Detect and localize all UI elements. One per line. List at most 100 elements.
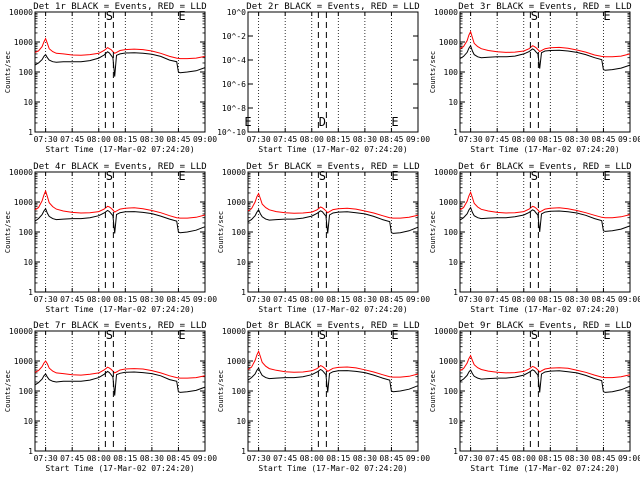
x-tick-label: 08:15 — [113, 295, 137, 304]
detector-panel: Det 5r BLACK = Events, RED = LLD 07:30 07:… — [217, 162, 430, 314]
x-tick-label: 07:30 — [459, 454, 483, 463]
x-tick-label: 08:15 — [538, 295, 562, 304]
events-series-line — [459, 369, 631, 393]
panel-title: Det 1r BLACK = Events, RED = LLD — [33, 2, 206, 12]
x-tick-label: 09:00 — [193, 135, 217, 144]
y-tick-label: 1 — [453, 128, 458, 137]
marker-label: E — [603, 169, 610, 183]
x-tick-label: 08:15 — [326, 135, 350, 144]
x-tick-label: 08:30 — [565, 135, 589, 144]
x-tick-label: 07:30 — [34, 135, 58, 144]
marker-label: E — [391, 328, 398, 342]
x-tick-label: 07:45 — [273, 454, 297, 463]
y-axis-label: Counts/sec — [217, 370, 225, 412]
x-tick-label: 08:45 — [166, 295, 190, 304]
y-tick-label: 10^0 — [227, 8, 246, 17]
panel-title: Det 5r BLACK = Events, RED = LLD — [246, 162, 419, 172]
y-tick-label: 100 — [19, 228, 34, 237]
panel-title: Det 4r BLACK = Events, RED = LLD — [33, 162, 206, 172]
x-tick-label: 07:45 — [485, 135, 509, 144]
panel-title: Det 3r BLACK = Events, RED = LLD — [458, 2, 631, 12]
y-tick-label: 10 — [448, 417, 458, 426]
y-axis-label: Counts/sec — [4, 51, 12, 93]
y-tick-label: 1000 — [14, 198, 33, 207]
x-tick-label: 08:45 — [591, 295, 615, 304]
y-tick-label: 1000 — [439, 357, 458, 366]
lld-series-line — [459, 354, 631, 379]
lld-series-line — [459, 190, 631, 219]
y-tick-label: 10000 — [222, 168, 246, 177]
x-tick-label: 08:30 — [565, 295, 589, 304]
panel-title: Det 7r BLACK = Events, RED = LLD — [33, 321, 206, 331]
x-tick-label: 09:00 — [406, 295, 430, 304]
x-tick-label: 07:45 — [60, 295, 84, 304]
y-tick-label: 10 — [448, 98, 458, 107]
events-series-line — [34, 207, 206, 234]
x-tick-label: 09:00 — [618, 295, 640, 304]
x-axis-label: Start Time (17-Mar-02 07:24:20) — [45, 305, 194, 314]
x-tick-label: 08:00 — [512, 295, 536, 304]
marker-label: E — [244, 115, 251, 129]
x-tick-label: 08:15 — [326, 295, 350, 304]
x-tick-label: 07:45 — [60, 135, 84, 144]
y-tick-label: 1000 — [14, 357, 33, 366]
panel-title: Det 6r BLACK = Events, RED = LLD — [458, 162, 631, 172]
x-axis-label: Start Time (17-Mar-02 07:24:20) — [258, 145, 407, 154]
events-series-line — [459, 206, 631, 233]
x-tick-label: 09:00 — [618, 135, 640, 144]
x-tick-label: 08:00 — [87, 454, 111, 463]
x-axis-label: Start Time (17-Mar-02 07:24:20) — [470, 145, 619, 154]
lld-series-line — [459, 30, 631, 58]
x-axis-label: Start Time (17-Mar-02 07:24:20) — [45, 464, 194, 473]
x-tick-label: 08:30 — [140, 454, 164, 463]
x-tick-label: 08:00 — [87, 135, 111, 144]
x-tick-label: 09:00 — [618, 454, 640, 463]
lld-series-line — [34, 360, 206, 379]
panel-title: Det 8r BLACK = Events, RED = LLD — [246, 321, 419, 331]
marker-label: S — [106, 328, 113, 342]
y-tick-label: 10000 — [9, 8, 33, 17]
y-tick-label: 1000 — [439, 198, 458, 207]
y-axis-label: Counts/sec — [429, 211, 437, 253]
x-tick-label: 08:30 — [353, 135, 377, 144]
y-tick-label: 1000 — [14, 38, 33, 47]
y-tick-label: 100 — [19, 387, 34, 396]
y-tick-label: 10 — [236, 258, 246, 267]
x-tick-label: 08:30 — [353, 295, 377, 304]
marker-label: S — [106, 169, 113, 183]
y-tick-label: 1000 — [439, 38, 458, 47]
marker-label: E — [178, 169, 185, 183]
x-tick-label: 08:00 — [300, 135, 324, 144]
y-tick-label: 10 — [448, 258, 458, 267]
y-tick-label: 10 — [23, 417, 33, 426]
y-tick-label: 10^-4 — [222, 56, 246, 65]
panel-title: Det 2r BLACK = Events, RED = LLD — [246, 2, 419, 12]
x-tick-label: 08:15 — [113, 454, 137, 463]
x-tick-label: 08:00 — [300, 295, 324, 304]
marker-label: S — [319, 169, 326, 183]
panel-title: Det 9r BLACK = Events, RED = LLD — [458, 321, 631, 331]
y-tick-label: 100 — [19, 68, 34, 77]
events-series-line — [34, 370, 206, 396]
y-tick-label: 10000 — [9, 168, 33, 177]
x-tick-label: 07:45 — [273, 295, 297, 304]
x-axis-label: Start Time (17-Mar-02 07:24:20) — [258, 464, 407, 473]
y-axis-label: Counts/sec — [4, 370, 12, 412]
x-tick-label: 08:30 — [140, 295, 164, 304]
y-tick-label: 10000 — [434, 168, 458, 177]
x-tick-label: 09:00 — [193, 295, 217, 304]
events-series-line — [247, 208, 419, 234]
x-tick-label: 08:00 — [300, 454, 324, 463]
x-tick-label: 09:00 — [406, 454, 430, 463]
detector-panel: Det 2r BLACK = Events, RED = LLD 07:30 07:… — [217, 2, 430, 154]
lld-series-line — [247, 192, 419, 219]
x-tick-label: 07:30 — [459, 295, 483, 304]
x-tick-label: 09:00 — [406, 135, 430, 144]
x-tick-label: 08:15 — [538, 454, 562, 463]
y-tick-label: 10^-8 — [222, 104, 246, 113]
marker-label: E — [391, 115, 398, 129]
marker-label: S — [106, 9, 113, 23]
x-tick-label: 07:45 — [60, 454, 84, 463]
plot-frame — [459, 330, 631, 452]
